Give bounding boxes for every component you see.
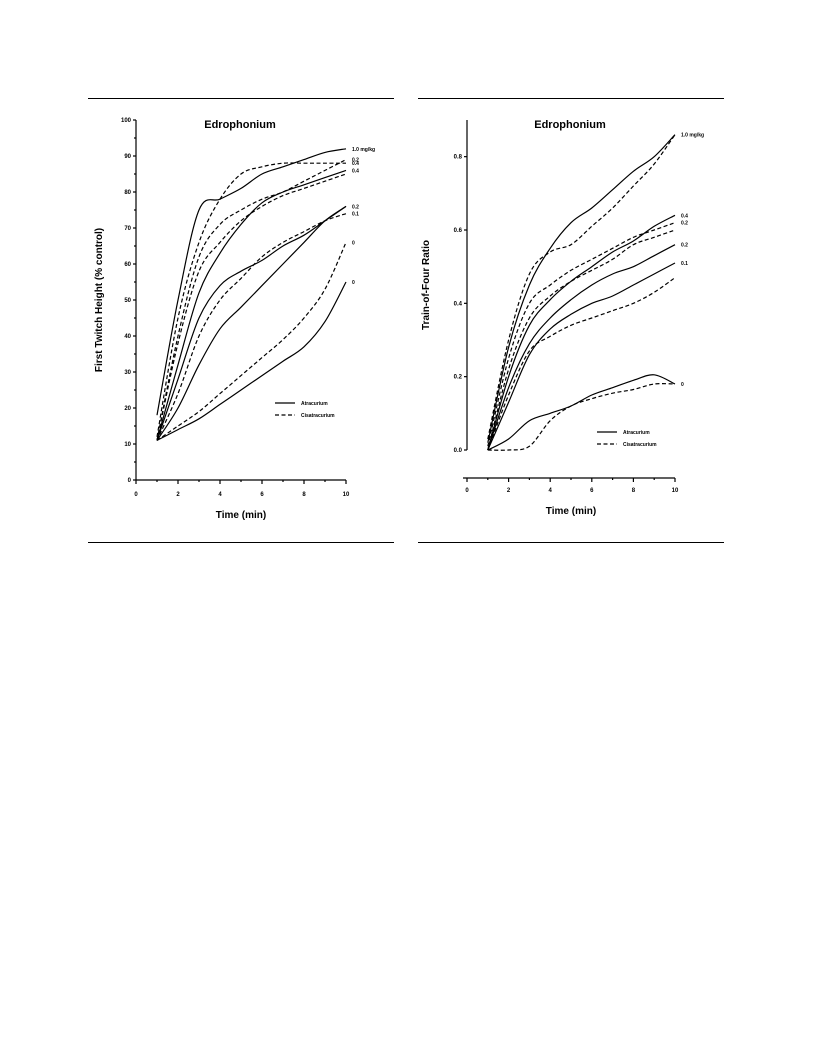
series-line [487, 134, 676, 440]
y-tick-label: 70 [124, 226, 131, 232]
x-tick-label: 4 [218, 492, 222, 498]
x-axis-label: Time (min) [546, 506, 596, 517]
series-dose-label: 0.1 [352, 212, 359, 218]
series-line [487, 262, 676, 451]
series-line [156, 148, 347, 416]
legend-label-atracurium: Atracurium [301, 401, 328, 407]
series-line [156, 205, 347, 441]
y-tick-label: 90 [124, 154, 131, 160]
series-line [156, 205, 347, 441]
legend-label-cisatracurium: Cisatracurium [301, 413, 335, 419]
series-line [156, 281, 347, 441]
series-line [156, 242, 347, 441]
y-tick-label: 30 [124, 370, 131, 376]
y-axis-label: Train-of-Four Ratio [421, 240, 432, 330]
y-tick-label: 0.6 [454, 228, 463, 234]
series-dose-label: 1.0 mg/kg [352, 147, 375, 153]
y-tick-label: 80 [124, 190, 131, 196]
series-line [156, 159, 347, 441]
series-line [487, 222, 676, 447]
series-line [156, 213, 347, 441]
y-tick-label: 10 [124, 442, 131, 448]
y-tick-label: 0.4 [454, 301, 463, 307]
series-dose-label: 0.2 [681, 243, 688, 249]
series-dose-label: 0.2 [352, 204, 359, 210]
series-line [487, 244, 676, 451]
series-line [487, 229, 676, 451]
series-dose-label: 0 [352, 240, 355, 246]
top-rule-left [88, 98, 394, 99]
x-tick-label: 2 [176, 492, 180, 498]
series-dose-label: 1.0 mg/kg [681, 133, 704, 139]
x-axis-label: Time (min) [216, 510, 266, 521]
series-line [487, 374, 676, 451]
series-line [487, 134, 676, 443]
series-line [487, 214, 676, 451]
x-tick-label: 2 [507, 488, 511, 494]
series-dose-label: 0 [352, 280, 355, 286]
x-tick-label: 8 [632, 488, 636, 494]
series-dose-label: 0 [681, 382, 684, 388]
top-rule-right [418, 98, 724, 99]
y-tick-label: 100 [121, 118, 132, 124]
x-tick-label: 6 [590, 488, 594, 494]
bottom-rule-left [88, 542, 394, 543]
x-tick-label: 6 [260, 492, 264, 498]
bottom-rule-right [418, 542, 724, 543]
y-axis-label: First Twitch Height (% control) [94, 228, 105, 372]
x-tick-label: 0 [134, 492, 138, 498]
y-tick-label: 20 [124, 406, 131, 412]
x-tick-label: 8 [302, 492, 306, 498]
legend-label-cisatracurium: Cisatracurium [623, 442, 657, 448]
y-tick-label: 0.0 [454, 448, 463, 454]
chart-title: Edrophonium [204, 119, 276, 131]
x-tick-label: 10 [672, 488, 679, 494]
y-tick-label: 0.2 [454, 375, 463, 381]
y-tick-label: 0 [128, 478, 132, 484]
series-dose-label: 0.4 [352, 168, 359, 174]
series-dose-label: 0.1 [681, 261, 688, 267]
y-tick-label: 40 [124, 334, 131, 340]
series-line [487, 277, 676, 451]
chart-title: Edrophonium [534, 119, 606, 131]
series-line [487, 383, 676, 451]
x-tick-label: 0 [465, 488, 469, 494]
series-line [156, 173, 347, 441]
x-tick-label: 4 [549, 488, 553, 494]
series-dose-label: 0.2 [681, 221, 688, 227]
series-dose-label: 0.2 [352, 158, 359, 164]
x-tick-label: 10 [343, 492, 350, 498]
y-tick-label: 60 [124, 262, 131, 268]
series-dose-label: 0.4 [681, 213, 688, 219]
series-dose-label: 0.4 [352, 161, 359, 167]
y-tick-label: 0.8 [454, 155, 463, 161]
train-of-four-ratio-chart: Edrophonium 0.0 0.2 0.4 0.6 0.8 0 2 4 6 8 10 Time (m… [421, 119, 704, 517]
y-tick-label: 50 [124, 298, 131, 304]
series-line [156, 162, 346, 437]
legend-label-atracurium: Atracurium [623, 430, 650, 436]
